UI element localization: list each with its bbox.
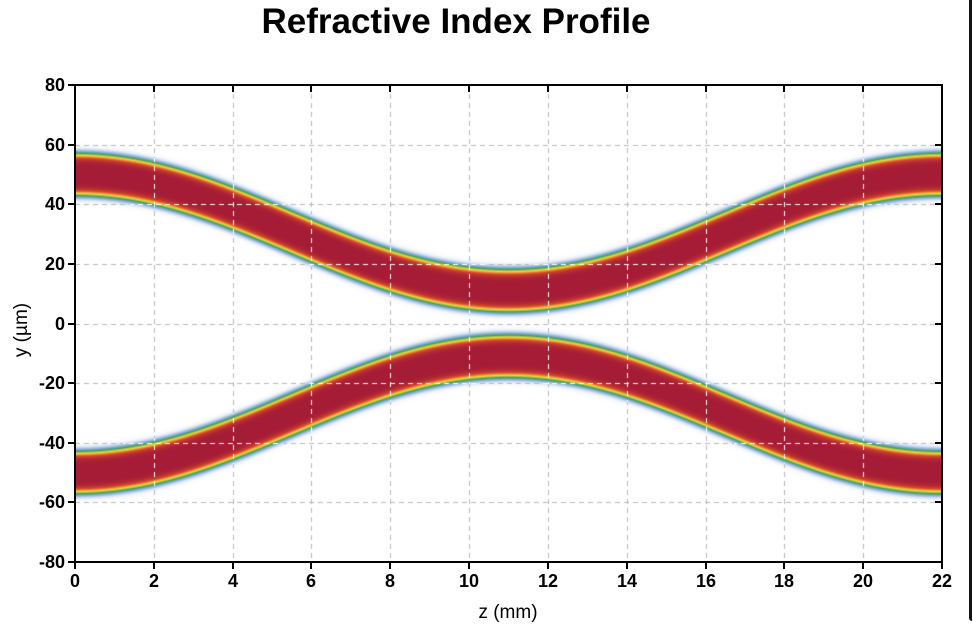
x-tick-label: 20 [852, 571, 874, 591]
tick-mark [935, 501, 942, 503]
tick-mark [626, 85, 628, 92]
tick-mark [862, 85, 864, 92]
chart-title: Refractive Index Profile [261, 2, 651, 41]
x-tick-label: 4 [227, 571, 238, 591]
tick-mark [68, 263, 75, 265]
tick-mark [232, 85, 234, 92]
x-tick-label: 22 [931, 571, 953, 591]
x-axis-label: z (mm) [478, 602, 538, 623]
y-tick-label: 0 [54, 314, 65, 334]
tick-mark [232, 562, 234, 569]
x-tick-label: 14 [616, 571, 638, 591]
x-tick-label: 18 [773, 571, 795, 591]
tick-mark [783, 562, 785, 569]
y-tick-label: 40 [44, 194, 65, 214]
tick-mark [935, 144, 942, 146]
x-tick-label: 2 [148, 571, 159, 591]
tick-mark [935, 263, 942, 265]
y-tick-label: 20 [44, 254, 65, 274]
y-tick-label: 60 [44, 135, 65, 155]
tick-mark [935, 323, 942, 325]
tick-mark [74, 562, 76, 569]
heatmap-canvas [75, 85, 942, 562]
tick-mark [935, 382, 942, 384]
tick-mark [153, 562, 155, 569]
tick-mark [68, 203, 75, 205]
tick-mark [935, 442, 942, 444]
tick-mark [153, 85, 155, 92]
tick-mark [68, 561, 75, 563]
x-tick-label: 16 [695, 571, 717, 591]
tick-mark [705, 562, 707, 569]
y-tick-label: 80 [44, 75, 65, 95]
x-tick-label: 12 [537, 571, 559, 591]
tick-mark [68, 144, 75, 146]
y-tick-label: -80 [38, 552, 65, 572]
tick-mark [705, 85, 707, 92]
y-tick-label: -60 [38, 492, 65, 512]
tick-mark [547, 562, 549, 569]
tick-mark [389, 85, 391, 92]
tick-mark [862, 562, 864, 569]
tick-mark [626, 562, 628, 569]
tick-mark [310, 562, 312, 569]
tick-mark [310, 85, 312, 92]
tick-mark [935, 203, 942, 205]
tick-mark [547, 85, 549, 92]
tick-mark [389, 562, 391, 569]
tick-mark [783, 85, 785, 92]
y-axis-label: y (µm) [11, 302, 32, 358]
tick-mark [68, 442, 75, 444]
tick-mark [68, 382, 75, 384]
tick-mark [68, 501, 75, 503]
x-tick-label: 8 [384, 571, 395, 591]
tick-mark [68, 84, 75, 86]
tick-mark [468, 85, 470, 92]
x-tick-label: 10 [458, 571, 480, 591]
tick-mark [468, 562, 470, 569]
y-tick-label: -40 [38, 433, 65, 453]
tick-mark [941, 562, 943, 569]
window-right-border [969, 0, 972, 621]
x-tick-label: 6 [305, 571, 316, 591]
x-tick-label: 0 [69, 571, 80, 591]
y-tick-label: -20 [38, 373, 65, 393]
tick-mark [68, 323, 75, 325]
